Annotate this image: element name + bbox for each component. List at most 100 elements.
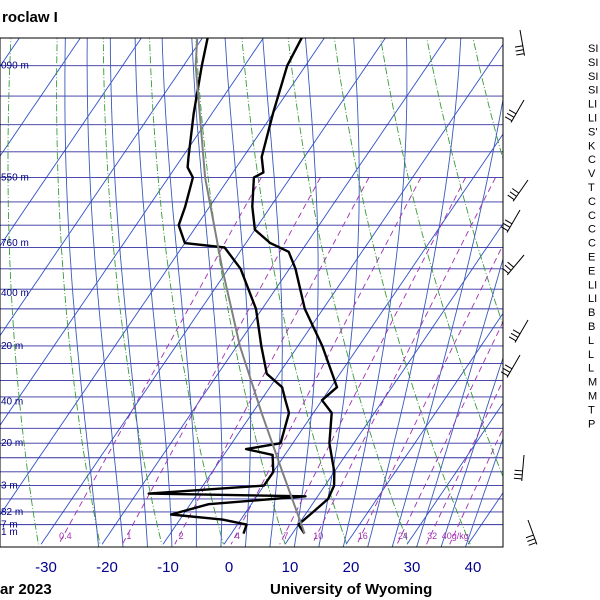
sounding-clip-group [147,38,339,535]
station-code: V [588,168,596,180]
x-tick-label: -10 [157,559,179,576]
dewpoint-line [147,38,307,534]
wind-barb-staff [506,254,525,276]
mixing-ratio-label: 2 [179,531,184,541]
x-tick-label: -30 [35,559,57,576]
isotherm-line [101,38,447,545]
station-code: C [588,210,596,222]
height-label: 7 m [1,520,18,531]
wind-barbs [500,29,538,546]
dry-adiabat-line [241,38,348,545]
isotherm-line [0,38,325,516]
wind-barb-feather [504,264,512,271]
moist-adiabat-line [109,38,148,547]
mixing-ratio-label: 0.4 [59,531,72,541]
station-code: C [588,224,596,236]
wind-barb [513,454,525,481]
dry-adiabat-line [472,38,503,161]
station-code: LI [588,293,597,305]
dry-adiabat-line [149,38,224,545]
isotherm-line [406,402,503,545]
wind-barb-feather [504,116,513,122]
station-code: E [588,252,595,264]
mixing-ratio-label: 7 [283,531,288,541]
wind-barb-staff [521,454,525,481]
isotherm-line [0,38,142,247]
mixing-ratio-line [230,177,422,545]
wind-barb-feather [509,191,517,197]
height-label: 1 m [1,527,18,538]
x-tick-label: 0 [225,559,233,576]
wind-barb-feather [502,222,511,228]
station-code: P [588,418,595,430]
mixing-ratio-label: 40g/kg [442,531,469,541]
isotherm-line [467,492,503,545]
isotherm-line [284,222,503,545]
mixing-ratio-line [122,177,321,545]
station-code: C [588,154,596,166]
x-tick-label: -20 [96,559,118,576]
isotherm-line [0,38,264,427]
station-code: B [588,307,595,319]
station-code: T [588,182,595,194]
wind-barb-feather [507,194,515,201]
wind-barb-feather [508,109,517,115]
mixing-ratio-line [279,177,467,545]
wind-barb-feather [502,267,509,274]
wind-barb-feather [507,261,515,268]
height-label: 40 m [1,396,23,407]
station-code: SI [588,85,598,97]
station-code: M [588,377,597,389]
wind-barb-staff [506,354,521,378]
isotherm-line [0,38,20,68]
mixing-ratio-line [356,243,503,545]
wind-barb-feather [516,53,525,56]
station-code: C [588,196,596,208]
wind-barb-feather [513,477,522,480]
moist-adiabat-line [391,96,503,547]
moist-adiabat-line [86,38,124,547]
moist-adiabat-line [465,437,503,547]
wind-barb-feather [514,469,523,472]
wind-barb-feather [500,226,509,232]
height-label: 760 m [1,238,29,249]
station-code: T [588,404,595,416]
wind-barb-staff [506,209,521,233]
dry-adiabat-line [333,38,471,545]
wind-barb-feather [506,112,515,118]
mixing-ratio-label: 1 [126,531,131,541]
height-label: 20 m [1,438,23,449]
isotherm-line [40,38,386,545]
moist-adiabat-line [224,38,252,547]
dry-adiabat-line [102,38,163,545]
mixing-ratio-label: 16 [358,531,368,541]
wind-barb-feather [500,371,509,377]
wind-barb-staff [519,29,526,56]
station-code: SI [588,43,598,55]
station-code: M [588,391,597,403]
mixing-ratio-line [174,177,370,545]
wind-barb-feather [515,49,524,52]
wind-barb-feather [525,534,534,539]
moist-adiabat-line [134,38,173,547]
mixing-ratio-label: 4 [235,531,240,541]
moist-adiabat-line [416,257,503,547]
mixing-ratio-line [396,320,503,545]
dry-adiabat-line [7,38,39,545]
mixing-ratio-label: 32 [427,531,437,541]
mixing-ratio-line [449,427,503,545]
wind-barb [500,354,521,378]
wind-barb-feather [511,188,520,194]
plot-frame [0,37,504,548]
x-tick-label: 40 [465,559,482,576]
moist-adiabat-line [293,38,319,547]
footer-date: ar 2023 [0,581,52,598]
mixing-ratio-label: 24 [398,531,408,541]
wind-barb-staff [512,179,529,202]
temperature-line [251,38,339,535]
dry-adiabat-line [507,0,600,544]
moist-adiabat-line [440,356,503,547]
